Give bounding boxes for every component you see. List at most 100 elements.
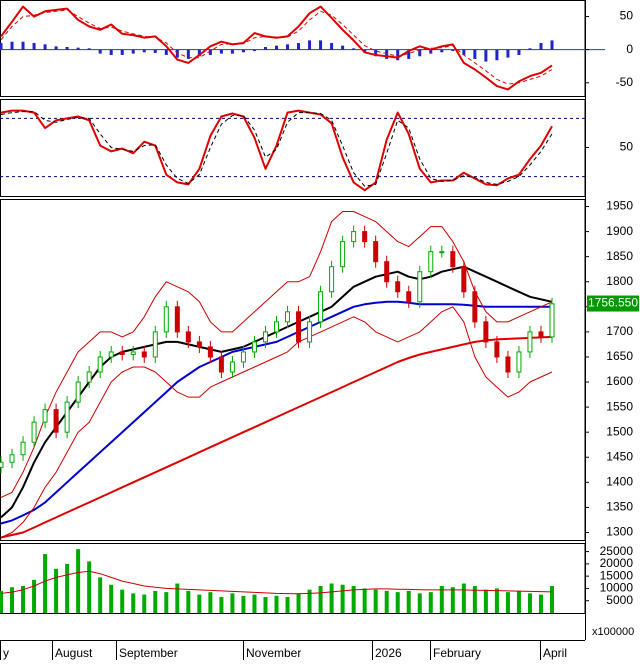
x-tick-label: November xyxy=(246,646,301,660)
macd-histogram-bar xyxy=(109,49,113,55)
volume-bar xyxy=(120,589,125,613)
candle-body xyxy=(251,341,257,353)
y-tick-label: 0 xyxy=(626,42,633,56)
volume-bar xyxy=(538,594,543,613)
candle-body xyxy=(141,351,147,358)
x-tick-label: y xyxy=(3,646,9,660)
candle-body xyxy=(20,441,26,456)
candle-body xyxy=(472,291,478,323)
volume-bar xyxy=(461,583,466,613)
last-price-box xyxy=(587,295,639,312)
y-tick-label: 1500 xyxy=(606,424,633,438)
candle-body xyxy=(439,251,445,254)
y-tick-label: 1350 xyxy=(606,500,633,514)
candle-body xyxy=(262,331,268,343)
x-tick-label: 2026 xyxy=(375,646,402,660)
candle-body xyxy=(163,306,169,333)
volume-bar xyxy=(472,585,477,613)
macd-histogram-bar xyxy=(396,49,400,61)
macd-histogram-bar xyxy=(0,43,3,50)
last-price-label: 1756.550 xyxy=(588,296,638,310)
candle-body xyxy=(274,321,279,333)
volume-bar xyxy=(219,597,224,613)
candle-body xyxy=(538,331,544,338)
candle-body xyxy=(119,351,125,355)
volume-bar xyxy=(0,590,3,613)
macd-histogram-bar xyxy=(308,40,312,50)
candle-body xyxy=(340,241,346,268)
volume-bar xyxy=(296,593,301,613)
candle-body xyxy=(240,351,246,363)
candle-body xyxy=(318,291,324,323)
candle-body xyxy=(196,341,202,348)
candle-body xyxy=(483,321,489,343)
panel-frame xyxy=(0,99,586,197)
volume-bar xyxy=(153,590,158,613)
macd-histogram-bar xyxy=(87,48,91,50)
volume-bar xyxy=(373,589,378,613)
volume-bar xyxy=(87,561,92,613)
candle-body xyxy=(108,351,114,358)
candle-body xyxy=(229,361,235,373)
volume-bar xyxy=(252,594,257,613)
y-tick-label: 15000 xyxy=(600,568,634,582)
volume-bar xyxy=(175,583,180,613)
candle-body xyxy=(417,271,423,303)
candle-body xyxy=(64,401,70,433)
macd-histogram-bar xyxy=(341,45,345,50)
macd-histogram-bar xyxy=(252,49,256,51)
macd-histogram-bar xyxy=(230,49,234,54)
volume-bar xyxy=(395,592,400,613)
volume-bar xyxy=(241,595,246,613)
volume-bar xyxy=(329,583,334,613)
macd-histogram-bar xyxy=(462,49,466,55)
macd-histogram-bar xyxy=(451,49,455,51)
y-tick-label: 1700 xyxy=(606,324,633,338)
candle-body xyxy=(296,311,302,343)
volume-bar xyxy=(76,549,81,613)
y-tick-label: 20000 xyxy=(600,556,634,570)
y-tick-label: 1800 xyxy=(606,274,633,288)
x-tick-label: September xyxy=(119,646,178,660)
macd-histogram-bar xyxy=(142,49,146,53)
volume-bar xyxy=(10,587,15,613)
macd-histogram-bar xyxy=(76,47,80,50)
macd-signal-line xyxy=(0,9,553,85)
macd-histogram-bar xyxy=(175,49,179,58)
y-tick-label: 1300 xyxy=(606,525,633,539)
volume-bar xyxy=(43,554,48,613)
y-tick-label: 10000 xyxy=(600,581,634,595)
volume-unit-label: x100000 xyxy=(592,626,634,638)
candle-body xyxy=(218,356,224,373)
volume-bar xyxy=(131,593,136,613)
volume-bar xyxy=(527,593,532,613)
macd-histogram-bar xyxy=(539,43,543,50)
candle-body xyxy=(373,241,379,263)
macd-histogram-bar xyxy=(32,43,36,50)
volume-bar xyxy=(550,585,554,613)
macd-histogram-bar xyxy=(330,43,334,50)
candle-body xyxy=(53,409,59,433)
volume-bar xyxy=(197,594,202,613)
volume-bar xyxy=(54,568,59,613)
y-tick-label: 50 xyxy=(620,9,634,23)
candle-body xyxy=(351,231,357,243)
x-tick-label: August xyxy=(55,646,93,660)
volume-bar xyxy=(164,592,169,613)
macd-histogram-bar xyxy=(219,49,223,54)
y-tick-label: 1900 xyxy=(606,224,633,238)
volume-bar xyxy=(439,585,444,613)
candle-body xyxy=(461,266,467,293)
volume-bar xyxy=(406,590,411,613)
candle-body xyxy=(42,409,48,423)
y-tick-label: 1950 xyxy=(606,199,633,213)
macd-histogram-bar xyxy=(120,49,124,55)
x-tick-label: April xyxy=(543,646,567,660)
y-tick-label: 25000 xyxy=(600,544,634,558)
candle-body xyxy=(549,303,555,338)
macd-histogram-bar xyxy=(164,49,168,55)
volume-bar xyxy=(340,584,345,613)
volume-bar xyxy=(494,588,499,613)
volume-bar xyxy=(318,585,323,613)
